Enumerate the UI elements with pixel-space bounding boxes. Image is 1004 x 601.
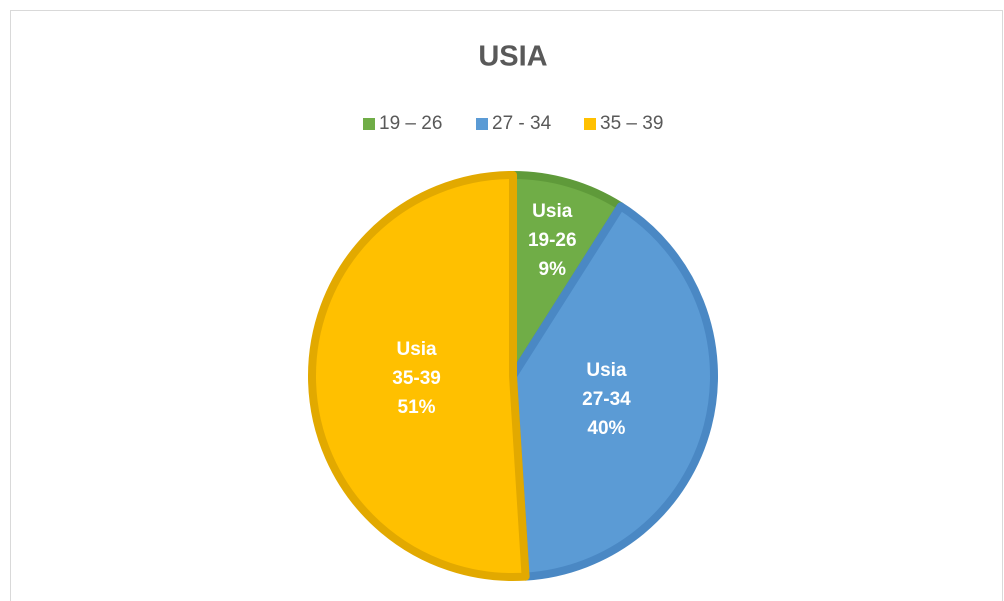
- legend-swatch: [363, 118, 375, 130]
- data-label: Usia: [586, 360, 627, 381]
- pie-slice: [509, 202, 718, 581]
- legend-swatch: [476, 118, 488, 130]
- data-label: Usia: [532, 201, 573, 222]
- pie-slice: [307, 171, 530, 581]
- data-label: 27-34: [582, 389, 631, 410]
- legend-swatch: [584, 118, 596, 130]
- data-label: 19-26: [528, 230, 577, 251]
- data-label: 51%: [398, 397, 436, 418]
- legend-label: 27 - 34: [492, 113, 552, 134]
- data-label: 35-39: [392, 368, 441, 389]
- data-label: 40%: [587, 418, 625, 439]
- chart-title: USIA: [478, 41, 547, 73]
- legend-label: 35 – 39: [600, 113, 663, 134]
- legend-label: 19 – 26: [379, 113, 442, 134]
- data-label: Usia: [396, 339, 437, 360]
- data-label: 9%: [539, 259, 567, 280]
